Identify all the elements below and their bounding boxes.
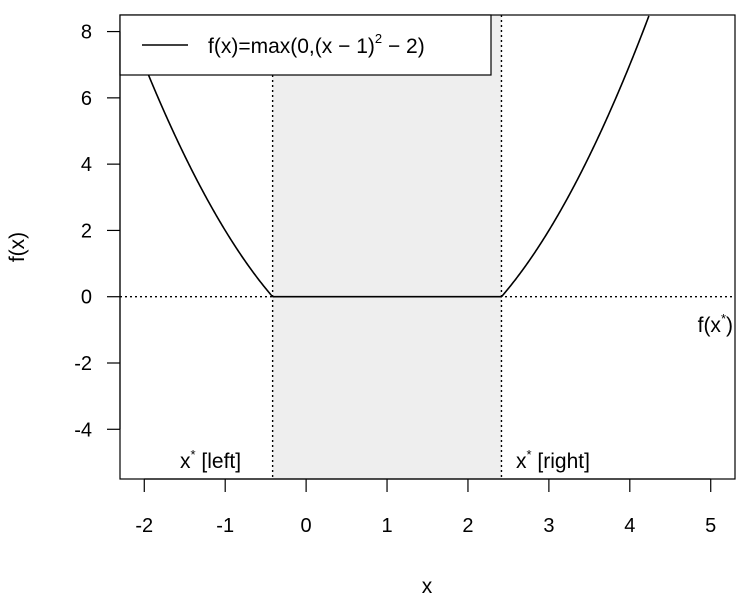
legend: f(x)=max(0,(x − 1)2 − 2) bbox=[119, 14, 492, 76]
y-axis-label: f(x) bbox=[6, 232, 29, 262]
x-axis-label: x bbox=[422, 575, 433, 598]
y-tick-label: 8 bbox=[81, 22, 92, 44]
series-line bbox=[124, 15, 650, 298]
y-tick-label: -4 bbox=[74, 419, 92, 441]
x-tick-label: -1 bbox=[216, 515, 234, 537]
shaded-region bbox=[272, 15, 502, 479]
x-tick-label: 3 bbox=[543, 515, 554, 537]
fx-star-label: f(x*) bbox=[698, 311, 733, 337]
y-axis: -4 -2 0 2 4 6 8 bbox=[74, 22, 121, 441]
x-tick-label: 1 bbox=[381, 515, 392, 537]
x-tick-label: 5 bbox=[705, 515, 716, 537]
y-tick-label: 6 bbox=[81, 88, 92, 110]
y-tick-label: 2 bbox=[81, 220, 92, 242]
x-star-left-label: x* [left] bbox=[180, 447, 241, 473]
y-tick-label: 0 bbox=[81, 287, 92, 309]
y-tick-label: -2 bbox=[74, 353, 92, 375]
x-tick-label: 4 bbox=[624, 515, 635, 537]
x-tick-label: 0 bbox=[301, 515, 312, 537]
x-tick-label: 2 bbox=[462, 515, 473, 537]
x-axis: -2 -1 0 1 2 3 4 5 bbox=[135, 478, 716, 537]
legend-label: f(x)=max(0,(x − 1)2 − 2) bbox=[208, 31, 425, 58]
y-tick-label: 4 bbox=[81, 154, 92, 176]
x-tick-label: -2 bbox=[135, 515, 153, 537]
x-star-right-label: x* [right] bbox=[516, 447, 590, 473]
